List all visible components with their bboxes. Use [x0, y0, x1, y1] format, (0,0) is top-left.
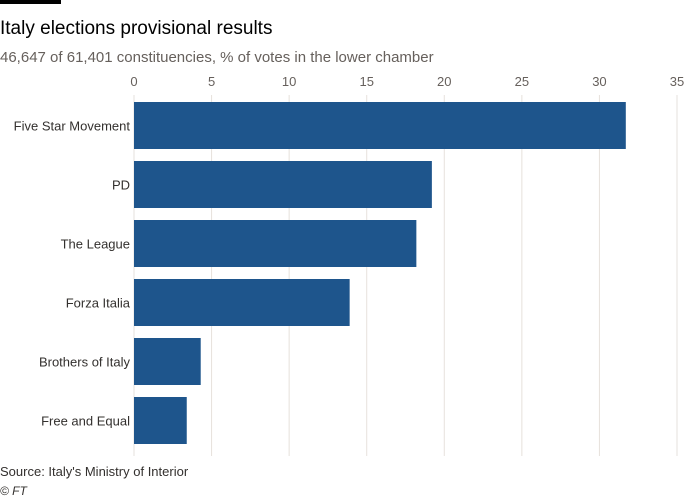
category-label: Five Star Movement: [14, 119, 131, 134]
x-tick-label: 10: [282, 74, 296, 89]
bar: [134, 279, 350, 326]
category-label: The League: [61, 237, 130, 252]
bar: [134, 161, 432, 208]
chart-subtitle: 46,647 of 61,401 constituencies, % of vo…: [0, 49, 434, 66]
category-label: PD: [112, 178, 130, 193]
x-axis-ticks: 0 5 10 15 20 25 30 35: [130, 74, 684, 89]
bars: [134, 102, 626, 444]
x-tick-label: 5: [208, 74, 215, 89]
x-tick-label: 25: [515, 74, 529, 89]
x-tick-label: 30: [592, 74, 606, 89]
category-label: Free and Equal: [41, 414, 130, 429]
category-labels: Five Star Movement PD The League Forza Ital…: [14, 119, 131, 429]
chart-title: Italy elections provisional results: [0, 18, 273, 39]
brand-rule: [0, 0, 61, 4]
credit-note: © FT: [0, 484, 27, 498]
bar: [134, 220, 417, 267]
x-tick-label: 15: [359, 74, 373, 89]
source-note: Source: Italy's Ministry of Interior: [0, 464, 189, 479]
bar: [134, 397, 187, 444]
bar: [134, 102, 626, 149]
bar: [134, 338, 201, 385]
category-label: Brothers of Italy: [39, 355, 131, 370]
category-label: Forza Italia: [66, 296, 131, 311]
x-tick-label: 0: [130, 74, 137, 89]
gridlines: [133, 95, 678, 456]
x-tick-label: 20: [437, 74, 451, 89]
x-tick-label: 35: [670, 74, 684, 89]
